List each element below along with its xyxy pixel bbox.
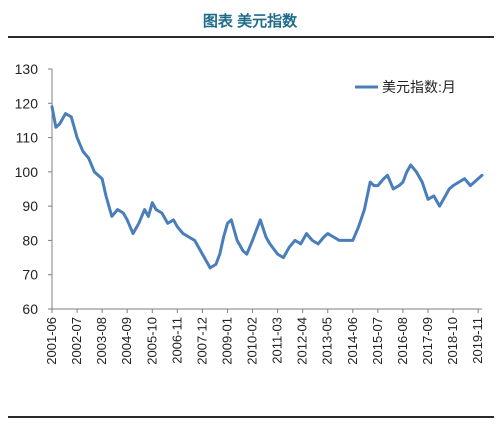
x-tick-label: 2011-03 xyxy=(270,317,285,364)
legend: 美元指数:月 xyxy=(355,79,456,95)
x-axis-ticks: 2001-06 2002-07 2003-08 2004-09 2005-10 2006-… xyxy=(44,309,485,365)
y-tick-label: 70 xyxy=(22,267,38,283)
y-tick-label: 100 xyxy=(15,164,39,180)
top-divider xyxy=(8,36,494,38)
series-line xyxy=(50,105,484,270)
y-tick-label: 80 xyxy=(22,232,38,248)
plot-area xyxy=(50,105,484,270)
chart-title: 图表 美元指数 xyxy=(202,13,298,30)
x-tick-label: 2015-07 xyxy=(370,317,385,365)
y-tick-label: 60 xyxy=(22,301,38,317)
x-tick-label: 2017-09 xyxy=(420,317,435,365)
y-axis-ticks: 60 70 80 90 100 110 120 130 xyxy=(15,61,52,317)
x-tick-label: 2006-11 xyxy=(169,317,184,364)
y-tick-label: 90 xyxy=(22,198,38,214)
y-tick-label: 130 xyxy=(15,61,39,77)
y-tick-label: 110 xyxy=(16,130,39,146)
x-tick-label: 2007-12 xyxy=(194,317,209,365)
x-tick-label: 2016-08 xyxy=(395,317,410,365)
x-tick-label: 2003-08 xyxy=(94,317,109,365)
legend-label: 美元指数:月 xyxy=(382,79,456,95)
x-tick-label: 2004-09 xyxy=(119,317,134,365)
x-tick-label: 2012-04 xyxy=(295,317,310,365)
x-tick-label: 2019-11 xyxy=(470,317,485,364)
x-tick-label: 2010-02 xyxy=(245,317,260,365)
x-tick-label: 2018-10 xyxy=(445,317,460,365)
x-tick-label: 2014-06 xyxy=(345,317,360,365)
y-tick-label: 120 xyxy=(15,95,39,111)
x-tick-label: 2009-01 xyxy=(219,317,234,365)
x-tick-label: 2002-07 xyxy=(69,317,84,365)
chart-axes xyxy=(51,69,482,310)
x-tick-label: 2001-06 xyxy=(44,317,59,365)
bottom-divider xyxy=(8,416,494,418)
x-tick-label: 2005-10 xyxy=(144,317,159,365)
x-tick-label: 2013-05 xyxy=(320,317,335,365)
